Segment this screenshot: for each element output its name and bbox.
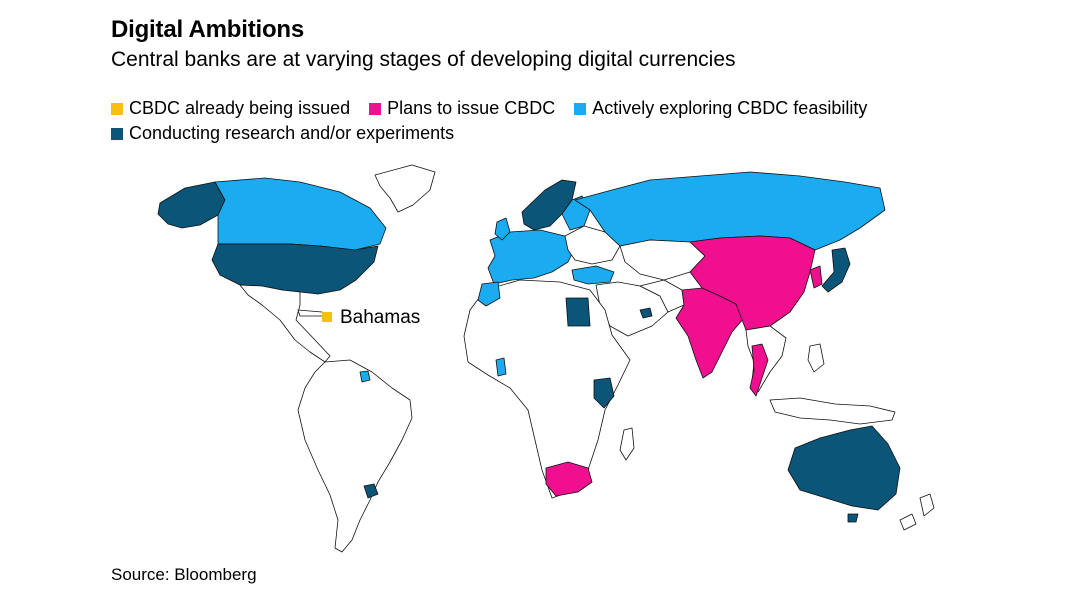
region-madagascar xyxy=(619,427,635,461)
region-mexico xyxy=(239,284,331,363)
legend-label-plans: Plans to issue CBDC xyxy=(387,98,556,118)
legend-label-issued: CBDC already being issued xyxy=(129,98,351,118)
legend-swatch-plans xyxy=(369,103,382,115)
legend-item-plans: Plans to issue CBDC xyxy=(369,96,555,121)
region-europe-west xyxy=(487,229,576,285)
region-turkey xyxy=(571,265,615,285)
region-uk xyxy=(494,217,511,241)
region-japan xyxy=(821,247,851,293)
legend-swatch-research xyxy=(111,128,123,140)
region-cuba xyxy=(297,309,325,317)
region-egypt xyxy=(565,297,591,327)
bahamas-callout: Bahamas xyxy=(322,307,420,329)
legend: CBDC already being issued Plans to issue… xyxy=(111,96,1011,146)
region-usa xyxy=(211,243,379,295)
bahamas-swatch xyxy=(322,312,332,322)
region-ghana xyxy=(495,357,507,377)
region-alaska xyxy=(157,181,226,229)
region-thailand xyxy=(749,343,769,397)
chart-title: Digital Ambitions xyxy=(111,16,305,43)
region-suriname xyxy=(359,370,371,383)
region-new-zealand xyxy=(899,493,935,531)
region-uae xyxy=(639,307,653,319)
legend-swatch-issued xyxy=(111,103,123,115)
region-eastern-europe xyxy=(564,225,621,265)
region-china xyxy=(689,235,816,331)
chart-subtitle: Central banks are at varying stages of d… xyxy=(111,48,736,71)
bahamas-label: Bahamas xyxy=(340,307,421,328)
legend-swatch-exploring xyxy=(574,103,587,115)
region-greenland xyxy=(374,164,436,213)
region-south-america xyxy=(297,359,413,553)
region-indonesia xyxy=(769,397,896,425)
region-south-africa xyxy=(545,461,593,497)
source-note: Source: Bloomberg xyxy=(111,565,257,584)
region-uruguay xyxy=(363,483,379,499)
legend-item-research: Conducting research and/or experiments xyxy=(111,121,454,146)
region-morocco xyxy=(477,281,501,307)
legend-label-exploring: Actively exploring CBDC feasibility xyxy=(592,98,868,118)
region-tasmania xyxy=(847,513,859,523)
region-philippines xyxy=(807,343,825,373)
legend-label-research: Conducting research and/or experiments xyxy=(129,123,455,143)
legend-item-exploring: Actively exploring CBDC feasibility xyxy=(574,96,867,121)
region-korea xyxy=(809,265,823,289)
region-kenya xyxy=(593,377,615,409)
legend-item-issued: CBDC already being issued xyxy=(111,96,350,121)
region-canada xyxy=(214,177,387,251)
region-australia xyxy=(787,425,901,511)
